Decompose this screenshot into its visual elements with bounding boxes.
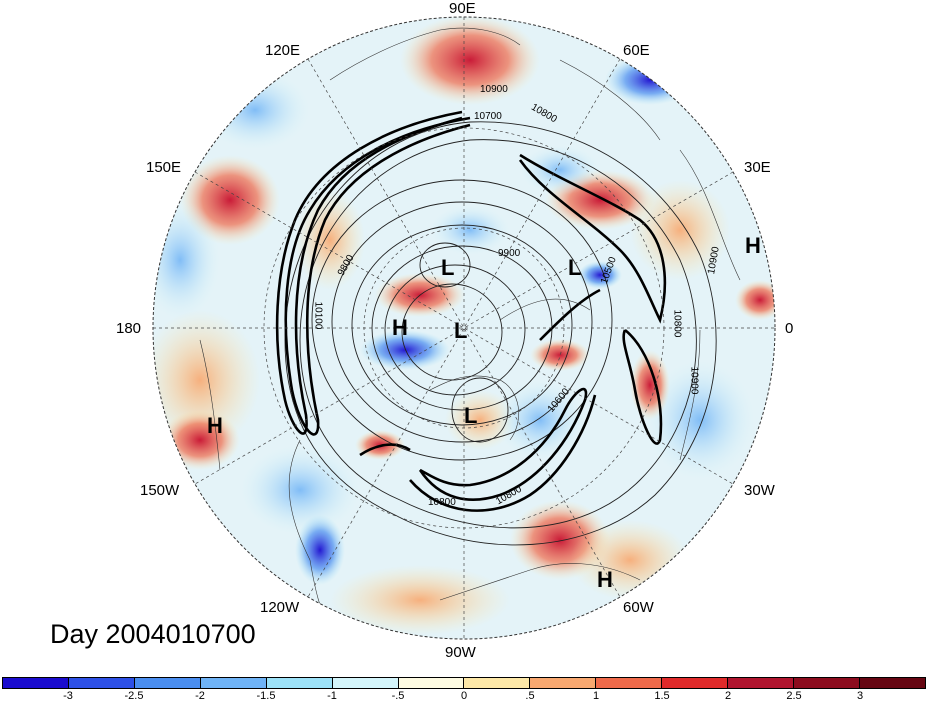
- colorbar-tick-label: -3: [63, 690, 73, 702]
- colorbar-tick-label: -2: [195, 690, 205, 702]
- colorbar-segment: [266, 678, 333, 688]
- contour-label: 10900: [688, 366, 700, 395]
- high-center-4: H: [597, 567, 613, 592]
- colorbar-tick-label: 2.5: [786, 690, 802, 702]
- map-title: Day 2004010700: [50, 619, 256, 649]
- colorbar-segment: [596, 678, 663, 688]
- lon-label-180: 180: [116, 320, 142, 337]
- contour-label: 10100: [312, 301, 324, 330]
- colorbar-tick-label: 1.5: [654, 690, 670, 702]
- colorbar-tick-label: 2: [724, 690, 732, 702]
- contour-label: 10700: [474, 111, 502, 122]
- lon-label-120w: 120W: [260, 599, 300, 616]
- lon-label-60w: 60W: [623, 599, 654, 616]
- low-center-1: L: [441, 255, 455, 280]
- low-center-3: L: [454, 318, 468, 343]
- colorbar-segment: [200, 678, 267, 688]
- lon-label-90w: 90W: [445, 644, 476, 661]
- lon-label-60e: 60E: [623, 42, 650, 59]
- lon-label-120e: 120E: [265, 42, 301, 59]
- low-center-4: L: [464, 403, 478, 428]
- polar-map: [152, 16, 776, 640]
- lon-label-150w: 150W: [140, 482, 180, 499]
- colorbar-tick-label: .5: [525, 690, 535, 702]
- colorbar-tick-label: -.5: [391, 690, 405, 702]
- colorbar-tick-label: 3: [856, 690, 864, 702]
- contour-label: 10800: [671, 309, 683, 338]
- jet-contours: [275, 110, 667, 512]
- contour-label: 10900: [480, 84, 508, 95]
- colorbar-segment: [134, 678, 201, 688]
- colorbar-segment: [332, 678, 399, 688]
- lon-label-150e: 150E: [146, 159, 182, 176]
- high-center-1: H: [392, 315, 408, 340]
- graticule: [153, 17, 775, 639]
- colorbar-tick-label: 1: [592, 690, 600, 702]
- high-center-2: H: [745, 233, 761, 258]
- colorbar-segment: [728, 678, 795, 688]
- colorbar-segment: [662, 678, 729, 688]
- map-boundary: [152, 16, 776, 640]
- colorbar-segment: [530, 678, 597, 688]
- lon-label-90e: 90E: [449, 0, 476, 17]
- colorbar-segment: [68, 678, 135, 688]
- high-center-3: H: [207, 413, 223, 438]
- contour-label: 10800: [428, 497, 456, 508]
- colorbar-segment: [464, 678, 531, 688]
- colorbar-tick-label: -1.5: [256, 690, 276, 702]
- colorbar-segment: [398, 678, 465, 688]
- colorbar-segment: [794, 678, 860, 688]
- lon-label-30e: 30E: [744, 159, 771, 176]
- colorbar-tick-label: -2.5: [124, 690, 144, 702]
- contour-label: 9900: [498, 248, 521, 259]
- colorbar-tick-label: -1: [327, 690, 337, 702]
- colorbar-segment: [859, 678, 925, 688]
- low-center-2: L: [568, 255, 582, 280]
- lon-label-30w: 30W: [744, 482, 775, 499]
- colorbar-tick-label: 0: [460, 690, 468, 702]
- colorbar: [2, 677, 926, 689]
- lon-label-0: 0: [785, 320, 794, 337]
- colorbar-segment: [3, 678, 69, 688]
